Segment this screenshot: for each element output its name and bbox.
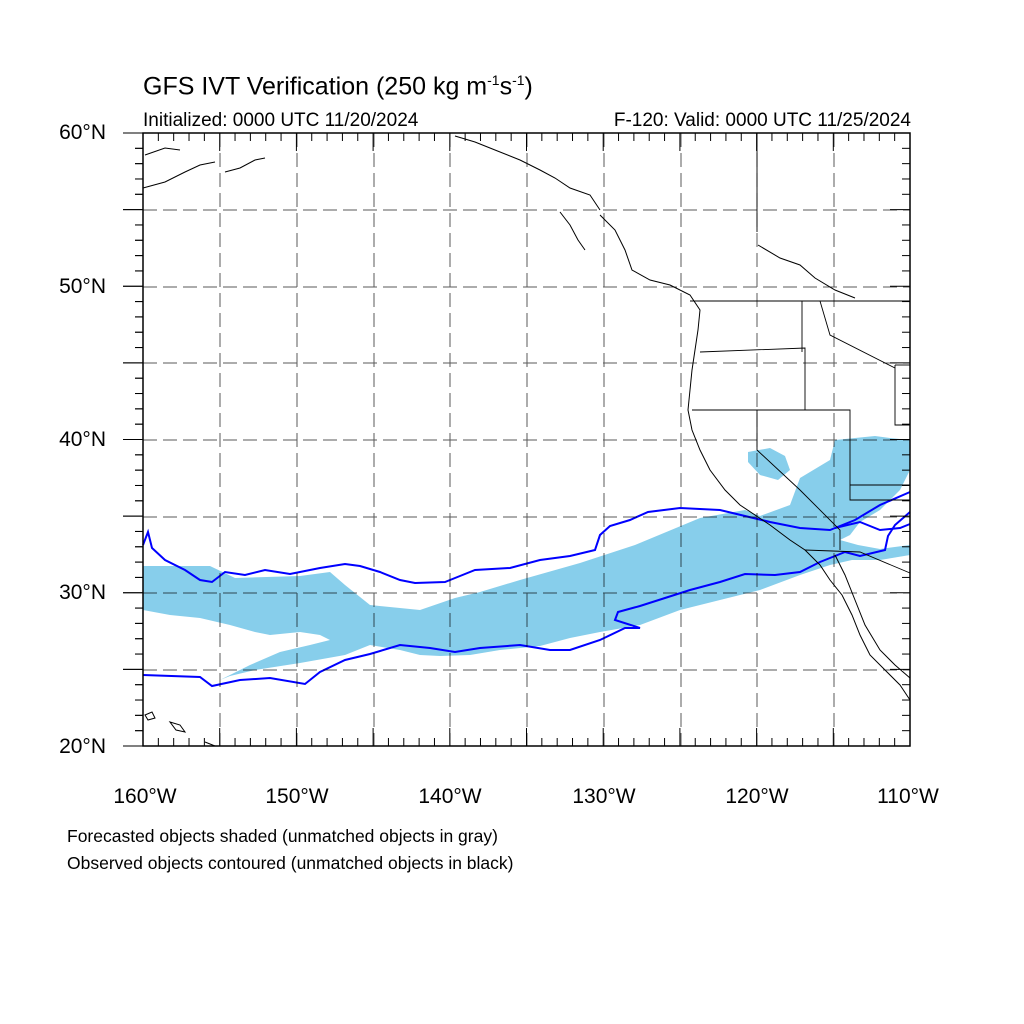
observed-ivt-contour-east [834,520,911,532]
map-title: GFS IVT Verification (250 kg m-1s-1) [143,72,533,101]
lat-label-50n: 50°N [59,275,106,298]
note-observed: Observed objects contoured (unmatched ob… [67,853,514,873]
lon-label-140w: 140°W [418,785,482,808]
observed-ivt-contour-upper [142,491,911,585]
observed-ivt-contour-lower [142,511,911,688]
coastlines [142,135,911,747]
forecast-ivt-object [143,436,910,680]
lon-label-130w: 130°W [572,785,636,808]
lon-label-160w: 160°W [113,785,177,808]
note-forecast: Forecasted objects shaded (unmatched obj… [67,826,498,846]
valid-time: F-120: Valid: 0000 UTC 11/25/2024 [613,110,911,131]
forecast-ivt-lobe [748,448,790,480]
lat-label-30n: 30°N [59,581,106,604]
lon-label-110w: 110°W [877,785,939,808]
lon-label-120w: 120°W [725,785,789,808]
axis-ticks [123,132,911,747]
lon-label-150w: 150°W [265,785,329,808]
lat-label-20n: 20°N [59,735,106,758]
initialized-time: Initialized: 0000 UTC 11/20/2024 [143,110,419,131]
grid-lines [143,133,910,746]
lat-label-40n: 40°N [59,428,106,451]
lat-label-60n: 60°N [59,121,106,144]
